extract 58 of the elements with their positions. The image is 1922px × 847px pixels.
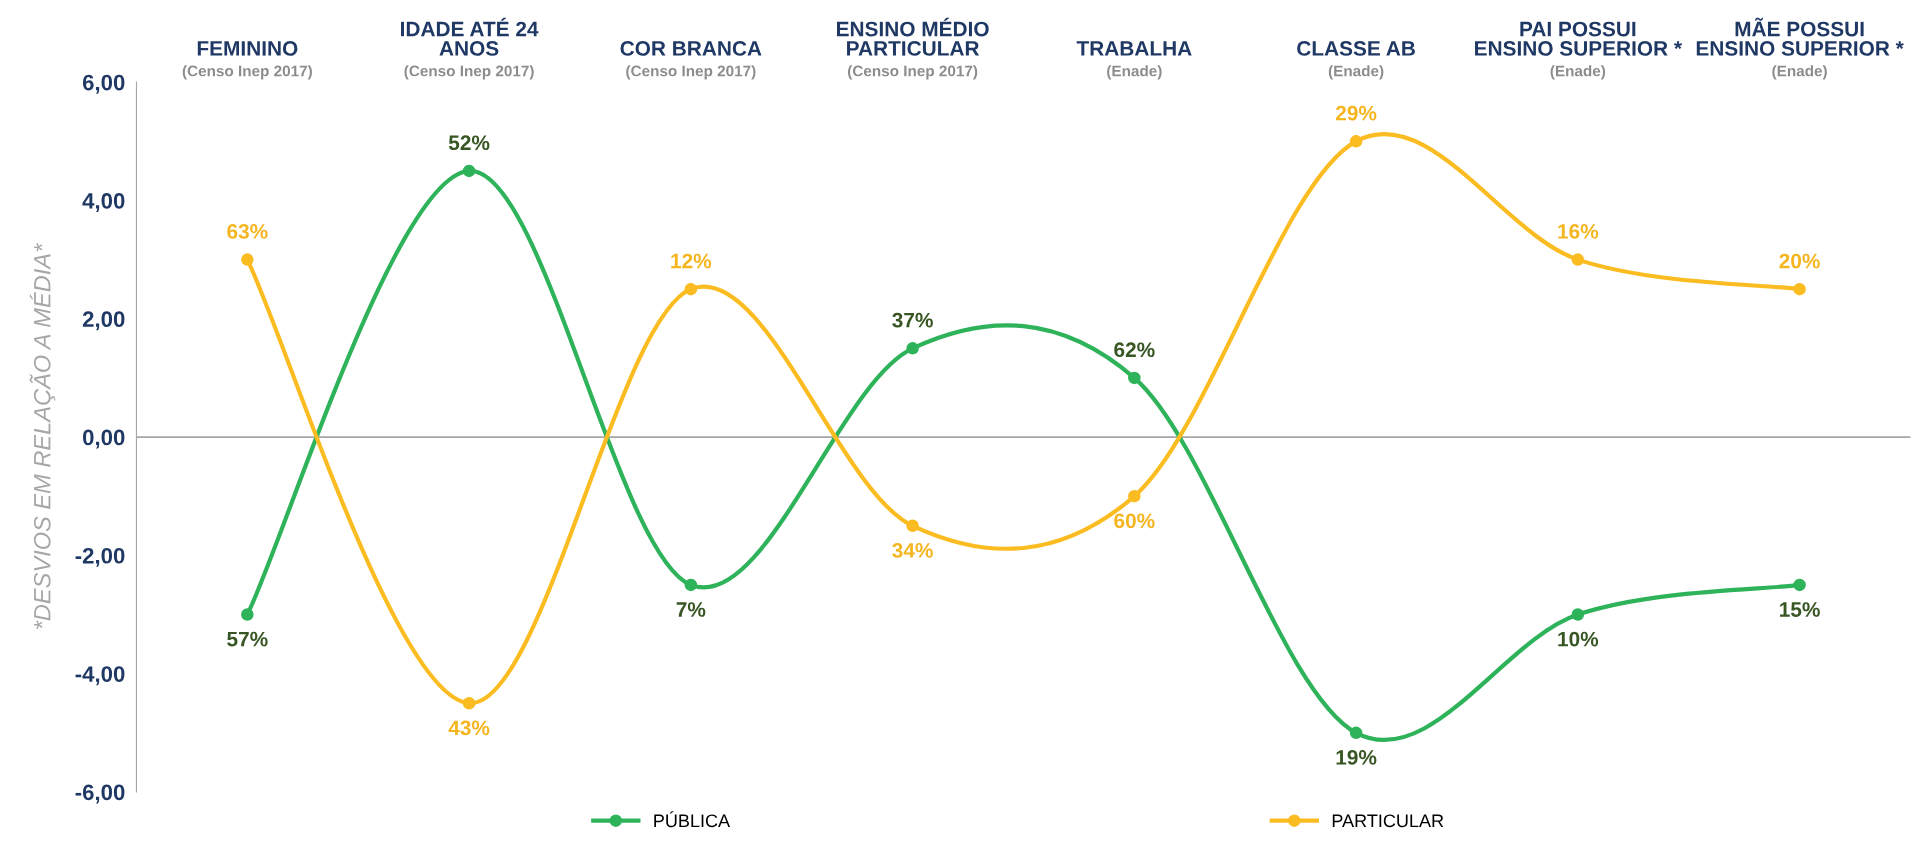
point xyxy=(241,608,254,621)
point xyxy=(1571,608,1585,621)
x-tick-label: COR BRANCA xyxy=(620,41,762,56)
annotation: 34% xyxy=(892,542,933,558)
point xyxy=(1793,282,1806,296)
annotation: 60% xyxy=(1114,513,1155,529)
point xyxy=(684,282,698,296)
y-tick-label: 6,00 xyxy=(82,74,125,94)
point xyxy=(1349,135,1363,148)
y-tick-label: 4,00 xyxy=(82,192,125,212)
y-tick-label: 2,00 xyxy=(82,311,125,331)
annotation: 10% xyxy=(1558,631,1599,647)
x-tick-label: MÃE POSSUI ENSINO SUPERIOR * xyxy=(1696,17,1904,56)
point xyxy=(1128,489,1141,503)
y-tick-label: 0,00 xyxy=(82,429,125,449)
point xyxy=(462,164,476,178)
point xyxy=(684,578,698,592)
text: (Censo Inep 2017) xyxy=(626,65,756,80)
text: (Enade) xyxy=(1550,65,1606,80)
y-axis-title: *DESVIOS EM RELAÇÃO A MÉDIA* xyxy=(29,243,56,629)
x-tick-label: FEMININO xyxy=(197,41,298,56)
annotation: 7% xyxy=(676,602,706,617)
legend-label: PARTICULAR xyxy=(1332,814,1444,828)
annotation: 52% xyxy=(448,135,490,151)
point xyxy=(906,342,919,355)
x-tick-label: CLASSE AB xyxy=(1297,41,1415,56)
y-tick-label: -6,00 xyxy=(75,784,125,804)
point xyxy=(462,696,476,710)
point xyxy=(1571,253,1585,266)
annotation: 20% xyxy=(1779,253,1820,269)
point xyxy=(1349,726,1363,740)
legend-label: PÚBLICA xyxy=(654,811,731,828)
annotation: 62% xyxy=(1114,342,1155,358)
x-tick-label: IDADE ATÉ 24 ANOS xyxy=(401,17,539,56)
text: (Censo Inep 2017) xyxy=(182,65,312,80)
point xyxy=(1793,578,1806,592)
text: (Enade) xyxy=(1107,65,1162,80)
x-tick-label: ENSINO MÉDIO PARTICULAR xyxy=(837,17,989,56)
annotation: 12% xyxy=(671,253,712,269)
x-tick-label: PAI POSSUI ENSINO SUPERIOR * xyxy=(1475,21,1683,56)
text: (Enade) xyxy=(1328,65,1384,80)
annotation: 29% xyxy=(1335,105,1377,121)
point xyxy=(906,519,919,533)
annotation: 15% xyxy=(1780,602,1820,617)
y-tick-label: -2,00 xyxy=(75,547,125,567)
annotation: 43% xyxy=(448,720,490,736)
text: (Enade) xyxy=(1772,65,1827,80)
text: (Censo Inep 2017) xyxy=(404,65,534,80)
annotation: 63% xyxy=(227,224,268,239)
annotation: 57% xyxy=(227,631,268,647)
y-tick-label: -4,00 xyxy=(75,666,125,686)
text: (Censo Inep 2017) xyxy=(847,65,978,80)
annotation: 16% xyxy=(1558,224,1599,239)
annotation: 37% xyxy=(892,312,933,328)
annotation: 19% xyxy=(1336,750,1377,765)
point xyxy=(1128,371,1141,385)
x-tick-label: TRABALHA xyxy=(1076,41,1192,56)
point xyxy=(241,253,254,266)
